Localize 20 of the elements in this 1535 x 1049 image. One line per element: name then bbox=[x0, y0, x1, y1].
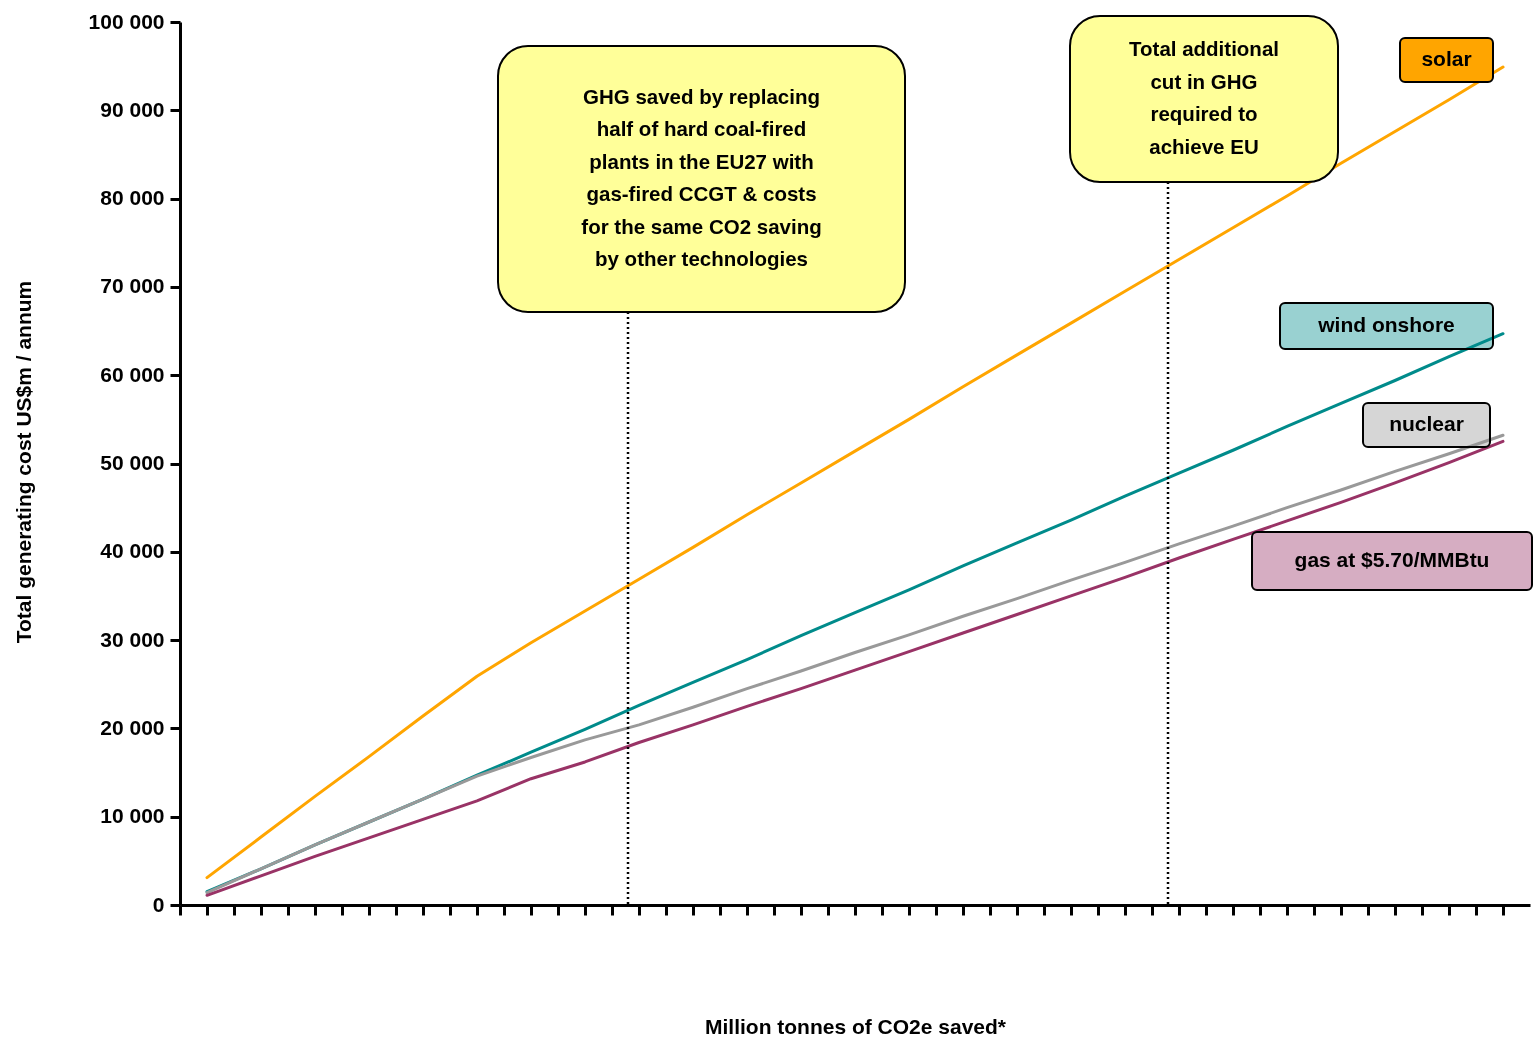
y-tick-label: 90 000 bbox=[100, 97, 165, 121]
y-tick-label: 80 000 bbox=[100, 186, 165, 210]
series-label: gas at $5.70/MMBtu bbox=[1294, 548, 1490, 571]
x-axis-title: Million tonnes of CO2e saved* bbox=[704, 1015, 1007, 1038]
y-tick-label: 20 000 bbox=[100, 715, 165, 739]
annotation: GHG saved by replacing half of hard coal-fired plants in the EU27 with gas-fired CCGT & costs for the same CO2 saving by other technologies bbox=[581, 84, 822, 271]
annotation: Total additional cut in GHG required to achieve EU bbox=[1129, 37, 1279, 158]
y-tick-label: 100 000 bbox=[88, 9, 165, 33]
y-tick-label: 0 bbox=[152, 892, 165, 916]
y-tick-label: 30 000 bbox=[100, 627, 165, 651]
y-tick-label: 60 000 bbox=[100, 362, 165, 386]
series-label: nuclear bbox=[1389, 412, 1464, 435]
series-label: solar bbox=[1421, 47, 1472, 70]
line-series bbox=[205, 65, 1505, 880]
y-tick-label: 70 000 bbox=[100, 274, 165, 298]
y-tick-label: 40 000 bbox=[100, 539, 165, 563]
y-axis-title: Total generating cost US$m / annum bbox=[12, 280, 35, 644]
y-tick-label: 50 000 bbox=[100, 451, 165, 474]
series-label: wind onshore bbox=[1317, 313, 1455, 336]
y-tick-label: 10 000 bbox=[100, 804, 165, 828]
